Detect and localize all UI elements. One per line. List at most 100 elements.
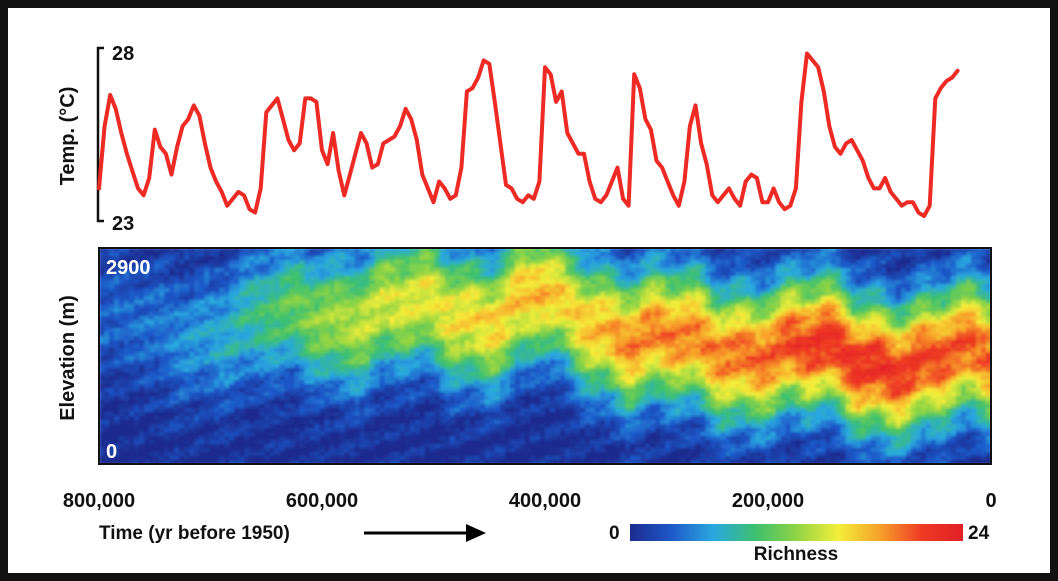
heatmap-cell [519, 412, 526, 417]
heatmap-cell [289, 392, 296, 397]
heatmap-cell [529, 444, 536, 449]
heatmap-cell [209, 276, 215, 281]
heatmap-cell [274, 380, 280, 385]
heatmap-cell [109, 280, 115, 285]
heatmap-cell [504, 444, 511, 449]
heatmap-cell [374, 388, 381, 393]
heatmap-cell [524, 328, 531, 333]
heatmap-cell [309, 384, 316, 389]
heatmap-cell [149, 320, 155, 325]
heatmap-cell [304, 300, 311, 305]
heatmap-cell [474, 408, 481, 413]
heatmap-cell [359, 352, 366, 357]
heatmap-cell [139, 264, 145, 269]
heatmap-cell [174, 376, 180, 381]
heatmap-cell [309, 268, 316, 273]
heatmap-cell [194, 328, 200, 333]
heatmap-cell [419, 396, 426, 401]
heatmap-cell [219, 360, 225, 365]
heatmap-cell [269, 292, 275, 297]
heatmap-cell [409, 292, 416, 297]
heatmap-cell [560, 252, 566, 257]
heatmap-cell [524, 392, 531, 397]
heatmap-cell [384, 420, 391, 425]
heatmap-cell [224, 360, 230, 365]
heatmap-cell [294, 452, 301, 457]
heatmap-cell [184, 328, 190, 333]
heatmap-cell [154, 324, 160, 329]
heatmap-cell [244, 280, 250, 285]
heatmap-cell [254, 360, 260, 365]
heatmap-cell [254, 392, 260, 397]
heatmap-cell [429, 376, 436, 381]
heatmap-cell [449, 336, 456, 341]
heatmap-cell [479, 312, 486, 317]
heatmap-cell [369, 284, 376, 289]
heatmap-cell [459, 272, 466, 277]
heatmap-cell [419, 368, 426, 373]
heatmap-cell [144, 320, 150, 325]
heatmap-cell [284, 424, 291, 429]
heatmap-cell [114, 428, 120, 433]
heatmap-cell [234, 452, 240, 457]
heatmap-cell [364, 276, 371, 281]
heatmap-cell [339, 456, 346, 461]
heatmap-cell [289, 248, 296, 253]
heatmap-cell [199, 336, 205, 341]
heatmap-cell [369, 444, 376, 449]
heatmap-cell [524, 332, 531, 337]
heatmap-cell [289, 448, 296, 453]
heatmap-cell [374, 444, 381, 449]
heatmap-cell [199, 284, 205, 289]
heatmap-cell [304, 248, 311, 253]
heatmap-cell [199, 372, 205, 377]
heatmap-cell [514, 396, 521, 401]
heatmap-cell [309, 432, 316, 437]
heatmap-cell [119, 384, 125, 389]
heatmap-cell [214, 356, 220, 361]
heatmap-cell [359, 420, 366, 425]
heatmap-cell [189, 436, 195, 441]
heatmap-cell [499, 404, 506, 409]
heatmap-cell [394, 324, 401, 329]
heatmap-cell [349, 352, 356, 357]
heatmap-cell [509, 308, 516, 313]
heatmap-cell [374, 384, 381, 389]
heatmap-cell [134, 428, 140, 433]
heatmap-cell [514, 288, 521, 293]
heatmap-cell [479, 304, 486, 309]
heatmap-cell [154, 440, 160, 445]
heatmap-cell [209, 372, 215, 377]
heatmap-cell [369, 348, 376, 353]
heatmap-cell [529, 364, 536, 369]
heatmap-cell [550, 396, 556, 401]
heatmap-cell [399, 420, 406, 425]
heatmap-cell [224, 404, 230, 409]
heatmap-cell [429, 320, 436, 325]
heatmap-cell [244, 384, 250, 389]
heatmap-cell [194, 352, 200, 357]
heatmap-cell [389, 404, 396, 409]
heatmap-cell [434, 368, 441, 373]
heatmap-cell [504, 296, 511, 301]
heatmap-cell [529, 400, 536, 405]
heatmap-cell [209, 416, 215, 421]
heatmap-cell [229, 420, 235, 425]
heatmap-cell [324, 264, 331, 269]
heatmap-cell [550, 360, 556, 365]
heatmap-cell [354, 248, 361, 253]
heatmap-cell [244, 316, 250, 321]
heatmap-cell [454, 420, 461, 425]
heatmap-cell [99, 384, 105, 389]
heatmap-cell [269, 284, 275, 289]
heatmap-cell [359, 372, 366, 377]
heatmap-cell [499, 348, 506, 353]
heatmap-cell [319, 340, 326, 345]
heatmap-cell [154, 332, 160, 337]
heatmap-cell [199, 400, 205, 405]
heatmap-cell [219, 304, 225, 309]
heatmap-cell [189, 296, 195, 301]
heatmap-cell [439, 328, 446, 333]
heatmap-cell [204, 400, 210, 405]
heatmap-cell [109, 452, 115, 457]
